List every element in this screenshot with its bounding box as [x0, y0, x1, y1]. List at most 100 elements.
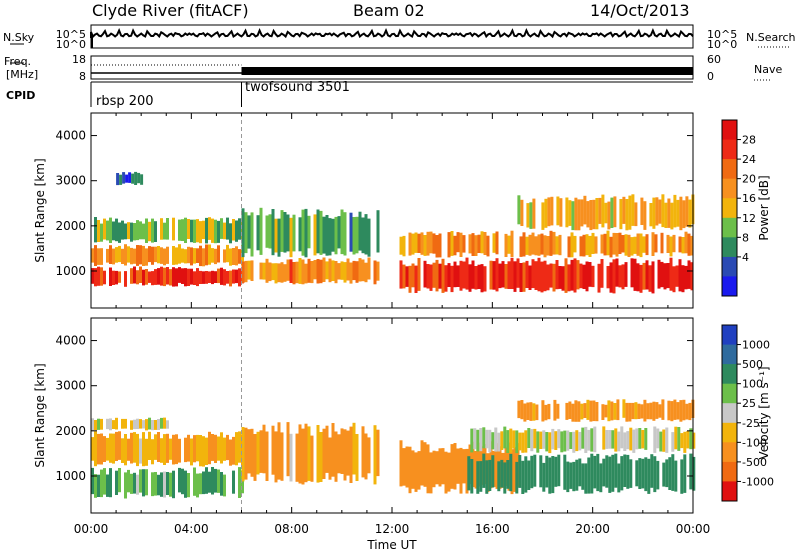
velocity-cell	[683, 431, 687, 453]
velocity-colorbar-swatch	[722, 383, 737, 404]
power-cell	[586, 201, 590, 228]
velocity-cell	[620, 426, 624, 449]
power-cell	[669, 236, 673, 257]
power-cell	[217, 220, 220, 243]
power-cell	[673, 194, 677, 228]
power-cell	[91, 268, 94, 284]
power-cell	[688, 199, 692, 228]
velocity-cell	[518, 432, 522, 451]
power-cell	[199, 245, 202, 267]
velocity-cell	[160, 438, 163, 463]
velocity-cell	[145, 419, 148, 431]
power-cell	[328, 258, 332, 283]
power-cell	[528, 265, 532, 290]
velocity-cell	[253, 434, 257, 481]
velocity-cell	[417, 451, 421, 490]
power-cell	[214, 248, 217, 265]
velocity-colorbar-swatch	[722, 442, 737, 463]
velocity-cell	[497, 461, 501, 492]
velocity-cell	[169, 472, 172, 497]
power-cell	[532, 198, 536, 229]
velocity-cell	[238, 467, 241, 498]
velocity-cell	[133, 472, 136, 494]
power-cell	[651, 261, 655, 294]
velocity-cell	[596, 453, 600, 492]
velocity-cell	[515, 461, 519, 494]
velocity-cell	[106, 437, 109, 461]
power-cell	[585, 261, 589, 292]
power-cell	[459, 260, 463, 291]
noise-left-tick-bottom: 10^0	[56, 38, 86, 51]
power-cell	[355, 216, 359, 254]
power-cell	[589, 200, 593, 231]
velocity-cell	[614, 453, 618, 488]
power-cell	[414, 265, 418, 293]
power-cell	[109, 267, 112, 286]
velocity-cell	[136, 433, 139, 467]
power-colorbar-swatch	[722, 237, 737, 258]
power-cell	[474, 266, 478, 290]
velocity-cell	[202, 436, 205, 467]
power-cell	[337, 216, 341, 249]
power-cell	[681, 237, 685, 254]
velocity-cell	[485, 429, 489, 449]
power-cell	[313, 260, 317, 280]
velocity-cell	[157, 474, 160, 496]
velocity-cell	[432, 450, 436, 488]
power-cell	[187, 219, 190, 239]
power-cell	[106, 220, 109, 241]
power-cell	[151, 218, 154, 243]
velocity-colorbar-tick-label: 100	[742, 378, 763, 391]
power-cell	[522, 262, 526, 292]
power-cell	[247, 215, 251, 249]
velocity-cell	[656, 460, 660, 490]
power-cell	[477, 264, 481, 289]
power-cell	[223, 249, 226, 263]
power-cell	[157, 246, 160, 264]
power-cell	[184, 249, 187, 264]
power-cell	[444, 265, 448, 292]
velocity-colorbar-tick-label: 25	[742, 397, 756, 410]
velocity-colorbar-swatch	[722, 364, 737, 385]
velocity-cell	[628, 402, 632, 422]
power-cell	[526, 203, 530, 228]
power-cell	[531, 259, 535, 289]
power-cell	[426, 231, 430, 256]
power-cell	[115, 270, 118, 285]
power-cell	[319, 259, 323, 284]
power-cell	[97, 266, 100, 286]
velocity-cell	[592, 400, 596, 422]
power-cell	[124, 223, 127, 240]
power-cell	[358, 211, 362, 251]
power-cell	[565, 197, 569, 228]
power-cell	[525, 260, 529, 288]
velocity-cell	[142, 420, 145, 429]
velocity-cell	[509, 428, 513, 453]
velocity-cell	[632, 429, 636, 453]
velocity-cell	[295, 433, 299, 482]
power-cell	[160, 266, 163, 286]
velocity-cell	[163, 434, 166, 465]
power-cell	[655, 197, 659, 226]
power-cell	[642, 236, 646, 253]
velocity-heatmap-group	[91, 399, 696, 499]
power-cell	[193, 219, 196, 243]
velocity-cell	[638, 428, 642, 449]
power-cell	[549, 263, 553, 288]
velocity-cell	[581, 427, 585, 449]
power-colorbar-swatch	[722, 276, 737, 297]
power-cell	[226, 271, 229, 284]
power-cell	[555, 236, 559, 255]
power-cell	[631, 194, 635, 226]
velocity-cell	[659, 431, 663, 452]
velocity-cell	[670, 401, 674, 422]
velocity-cell	[166, 420, 169, 429]
power-cell	[624, 234, 628, 256]
power-cell	[175, 268, 178, 287]
velocity-cell	[662, 429, 666, 452]
power-cell	[571, 201, 575, 231]
power-cell	[184, 268, 187, 287]
power-cell	[133, 266, 136, 284]
power-cell	[465, 257, 469, 290]
power-cell	[274, 263, 278, 284]
